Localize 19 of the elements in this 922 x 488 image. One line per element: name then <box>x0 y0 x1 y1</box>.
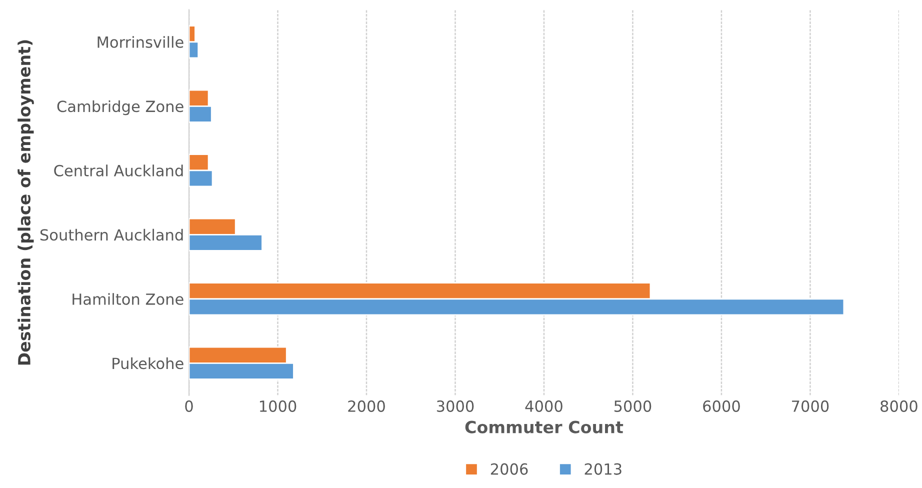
x-tick-label: 3000 <box>436 400 474 412</box>
x-tick-label: 0 <box>185 400 193 412</box>
y-axis-title: Destination (place of employment) <box>18 40 34 365</box>
x-tick-label: 1000 <box>260 400 296 412</box>
x-tick-label: 5000 <box>614 400 652 412</box>
x-tick-label: 7000 <box>792 400 829 412</box>
x-tick-label: 6000 <box>703 400 740 412</box>
legend-label: 2013 <box>584 463 622 475</box>
x-tick-label: 4000 <box>525 400 562 412</box>
x-tick-label: 2000 <box>348 400 385 412</box>
y-tick-label: Morrinsville <box>98 36 184 48</box>
y-tick-label: Central Auckland <box>54 164 183 176</box>
y-tick-label: Cambridge Zone <box>57 100 184 116</box>
x-tick-label: 8000 <box>880 400 918 412</box>
x-axis-title: Commuter Count <box>465 420 624 434</box>
y-tick-label: Hamilton Zone <box>72 293 184 305</box>
y-tick-label: Pukekohe <box>112 357 184 370</box>
legend-label: 2006 <box>490 463 528 475</box>
y-tick-label: Southern Auckland <box>40 228 183 241</box>
